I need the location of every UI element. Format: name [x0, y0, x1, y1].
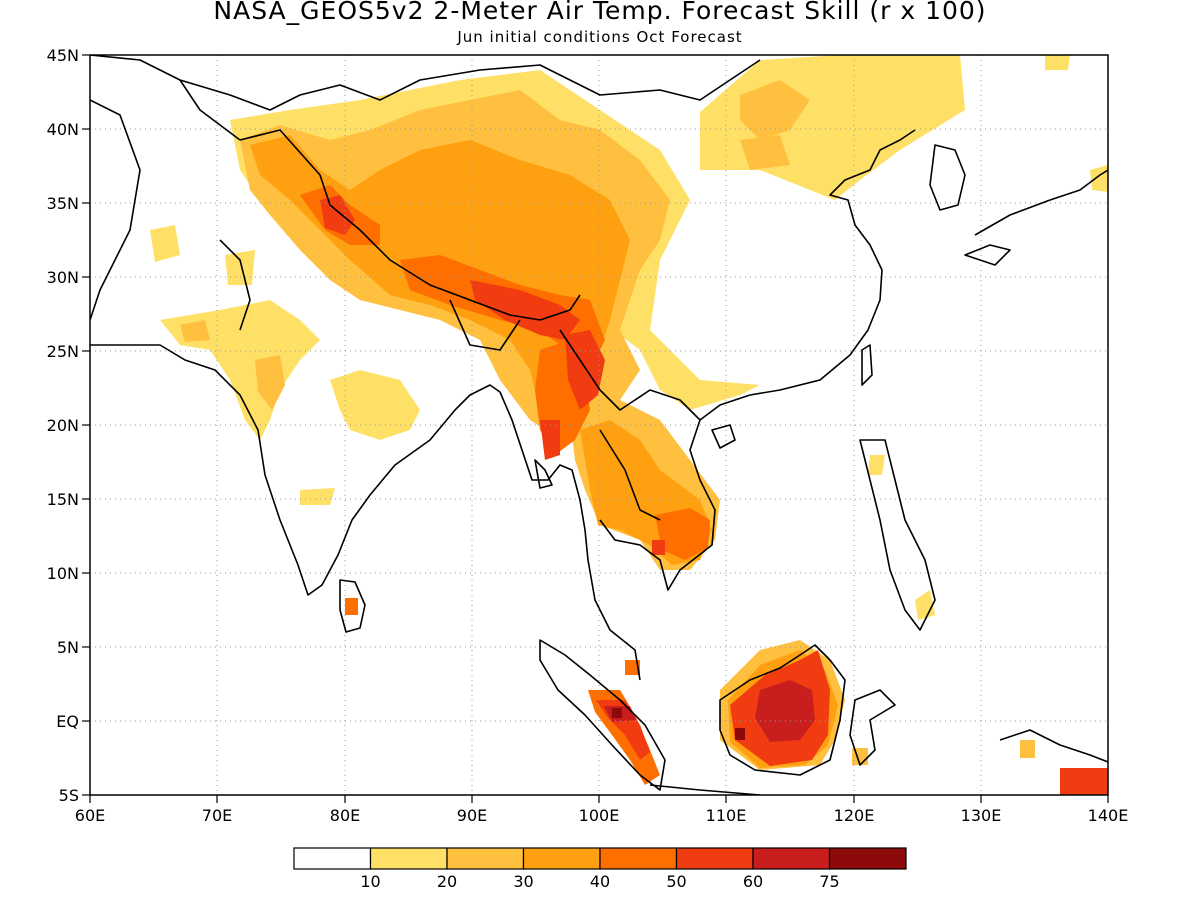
coastlines	[90, 55, 1108, 795]
skill-fill-class4-sri-lanka	[345, 598, 358, 615]
colorbar-swatch-1	[369, 847, 448, 870]
colorbar-label: 75	[819, 872, 839, 891]
lon-tick-label: 90E	[457, 806, 487, 825]
skill-fill-layer	[150, 55, 1108, 795]
lon-tick-label: 110E	[706, 806, 747, 825]
colorbar-label: 50	[666, 872, 686, 891]
lat-tick-label: 15N	[47, 490, 79, 509]
lon-tick-label: 140E	[1088, 806, 1129, 825]
skill-fill-class1-central-india	[330, 370, 420, 440]
chart-title: NASA_GEOS5v2 2-Meter Air Temp. Forecast …	[213, 0, 987, 25]
lat-tick-label: 30N	[47, 268, 79, 287]
lon-tick-labels: 60E 70E 80E 90E 100E 110E 120E 130E 140E	[75, 806, 1129, 825]
colorbar-label: 10	[360, 872, 380, 891]
lat-tick-label: 5N	[57, 638, 79, 657]
skill-fill-class5-karakoram	[320, 195, 355, 235]
lat-tick-labels: 5S EQ 5N 10N 15N 20N 25N 30N 35N 40N 45N	[47, 46, 79, 805]
lon-tick-label: 120E	[834, 806, 875, 825]
lat-tick-label: 40N	[47, 120, 79, 139]
colorbar-swatch-4	[599, 847, 678, 870]
colorbar: 10 20 30 40 50 60 75	[293, 847, 907, 891]
lat-tick-label: 5S	[59, 786, 79, 805]
skill-fill-class5-himalaya	[470, 280, 580, 340]
colorbar-swatch-5	[675, 847, 754, 870]
lon-tick-label: 100E	[579, 806, 620, 825]
chart-subtitle: Jun initial conditions Oct Forecast	[457, 28, 743, 46]
colorbar-label: 40	[590, 872, 610, 891]
lat-tick-label: EQ	[56, 712, 79, 731]
skill-fill-class2-north-china	[740, 80, 810, 170]
colorbar-swatch-0	[293, 847, 372, 870]
skill-fill-class4-cambodia	[655, 508, 710, 560]
map-grid	[90, 55, 1108, 795]
lat-tick-label: 35N	[47, 194, 79, 213]
skill-fill-class5-misc	[652, 540, 1108, 795]
colorbar-label: 20	[437, 872, 457, 891]
colorbar-label: 60	[743, 872, 763, 891]
lat-tick-label: 45N	[47, 46, 79, 65]
lon-tick-label: 130E	[961, 806, 1002, 825]
colorbar-swatch-3	[522, 847, 601, 870]
colorbar-label: 30	[513, 872, 533, 891]
lat-tick-label: 20N	[47, 416, 79, 435]
skill-fill-class5-myanmar	[540, 330, 605, 460]
colorbar-swatch-6	[752, 847, 831, 870]
skill-fill-class2-islands	[852, 740, 1035, 765]
skill-fill-class1-india	[160, 300, 320, 440]
skill-fill-class2-india-west	[180, 320, 285, 410]
colorbar-swatch-2	[446, 847, 525, 870]
skill-fill-class6-borneo	[755, 680, 815, 742]
lat-tick-label: 10N	[47, 564, 79, 583]
axis-ticks	[82, 54, 1109, 803]
lon-tick-label: 80E	[330, 806, 360, 825]
lon-tick-label: 60E	[75, 806, 105, 825]
colorbar-swatch-7	[828, 847, 907, 870]
lon-tick-label: 70E	[202, 806, 232, 825]
lat-tick-label: 25N	[47, 342, 79, 361]
